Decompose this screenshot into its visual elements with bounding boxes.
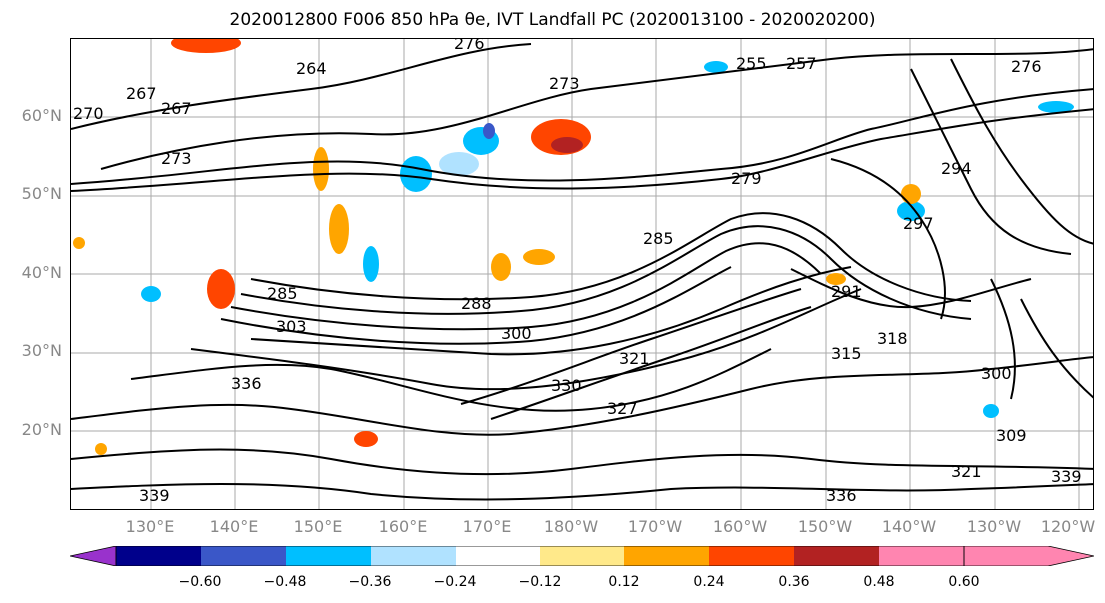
colorbar-bin xyxy=(456,546,540,566)
graticule xyxy=(71,39,1093,509)
lon-label: 160°E xyxy=(378,517,428,536)
lon-label: 150°E xyxy=(293,517,343,536)
contour-label: 267 xyxy=(126,84,157,103)
contour-label: 297 xyxy=(903,214,934,233)
contour-labels: 276 270 267 267 273 264 273 279 285 285 … xyxy=(73,39,1082,505)
contour-label: 303 xyxy=(276,317,307,336)
lon-label: 140°E xyxy=(209,517,259,536)
contour-label: 285 xyxy=(643,229,674,248)
lon-label: 150°W xyxy=(797,517,853,536)
colorbar-bin xyxy=(371,546,456,566)
colorbar-bin xyxy=(624,546,709,566)
lat-label: 30°N xyxy=(21,341,62,360)
lat-label: 20°N xyxy=(21,420,62,439)
lat-label: 50°N xyxy=(21,184,62,203)
colorbar-extend-high xyxy=(963,546,1094,566)
contour-label: 315 xyxy=(831,344,862,363)
contour-label: 330 xyxy=(551,376,582,395)
contour-label: 291 xyxy=(831,282,862,301)
contour-label: 273 xyxy=(161,149,192,168)
contour-label: 339 xyxy=(1051,467,1082,486)
lon-label: 170°E xyxy=(462,517,512,536)
map-title: 2020012800 F006 850 hPa θe, IVT Landfall… xyxy=(229,10,876,30)
contour-label: 309 xyxy=(996,426,1027,445)
colorbar-tick: 0.24 xyxy=(693,574,725,590)
contour-label: 321 xyxy=(619,349,650,368)
contour-label: 285 xyxy=(267,284,298,303)
contour-label: 339 xyxy=(139,486,170,505)
contour-label: 279 xyxy=(731,169,762,188)
contour-label: 288 xyxy=(461,294,492,313)
lon-label: 160°W xyxy=(712,517,768,536)
contour-label: 294 xyxy=(941,159,972,178)
contour-label: 321 xyxy=(951,462,982,481)
colorbar-bin xyxy=(879,546,964,566)
colorbar-tick: −0.48 xyxy=(263,574,307,590)
contour-label: 300 xyxy=(501,324,532,343)
colorbar-bin xyxy=(116,546,201,566)
contour-label: 318 xyxy=(877,329,908,348)
contour-label: 255 xyxy=(736,54,767,73)
shading-layer xyxy=(73,39,1074,455)
colorbar-tick: 0.48 xyxy=(863,574,895,590)
colorbar-tick: −0.36 xyxy=(348,574,392,590)
lon-label: 130°W xyxy=(966,517,1022,536)
lon-label: 120°W xyxy=(1040,517,1096,536)
colorbar-extend-low xyxy=(70,546,117,566)
contour-label: 276 xyxy=(1011,57,1042,76)
contour-label: 270 xyxy=(73,104,104,123)
colorbar-bin xyxy=(709,546,794,566)
colorbar-tick: −0.12 xyxy=(518,574,562,590)
contour-label: 267 xyxy=(161,99,192,118)
contour-label: 257 xyxy=(786,54,817,73)
lon-label: 140°W xyxy=(881,517,937,536)
lon-label: 130°E xyxy=(125,517,175,536)
colorbar-tick: 0.36 xyxy=(778,574,810,590)
colorbar-tick: −0.60 xyxy=(178,574,222,590)
colorbar-tick: −0.24 xyxy=(433,574,477,590)
contour-label: 336 xyxy=(231,374,262,393)
lon-label: 170°W xyxy=(627,517,683,536)
lat-label: 40°N xyxy=(21,263,62,282)
lon-label: 180°W xyxy=(543,517,599,536)
contour-label: 300 xyxy=(981,364,1012,383)
contour-label: 327 xyxy=(607,399,638,418)
contour-label: 276 xyxy=(454,39,485,53)
contour-label: 273 xyxy=(549,74,580,93)
colorbar-tick: 0.12 xyxy=(608,574,640,590)
colorbar xyxy=(70,546,1094,566)
theta-e-contours xyxy=(71,43,1093,501)
contour-label: 264 xyxy=(296,59,327,78)
map-panel: 276 270 267 267 273 264 273 279 285 285 … xyxy=(70,38,1094,510)
colorbar-bin xyxy=(540,546,624,566)
contour-label: 336 xyxy=(826,486,857,505)
map-canvas: 276 270 267 267 273 264 273 279 285 285 … xyxy=(71,39,1093,509)
colorbar-bin xyxy=(794,546,879,566)
colorbar-bin xyxy=(286,546,371,566)
colorbar-bin xyxy=(201,546,286,566)
colorbar-tick: 0.60 xyxy=(948,574,980,590)
lat-label: 60°N xyxy=(21,106,62,125)
